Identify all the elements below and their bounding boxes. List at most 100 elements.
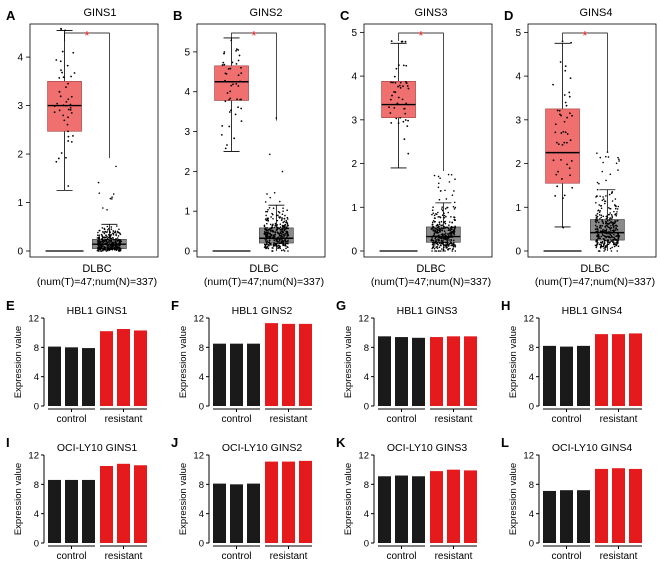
normal-point (432, 206, 434, 209)
normal-point (266, 240, 268, 243)
panel-letter: K (336, 435, 346, 450)
normal-point (280, 233, 283, 235)
y-tick-label: 4 (529, 372, 534, 383)
normal-point (602, 221, 604, 223)
normal-point (282, 249, 285, 251)
normal-point (610, 239, 612, 241)
boxplot-panel-c: C GINS3 0 1 2 3 4 5 * DLBC(num(T)=47;num(N)=337) (340, 7, 493, 288)
normal-point (444, 222, 447, 225)
barchart-panel-k: K OCI-LY10 GINS3 0 4 8 12 Expression value cont… (336, 435, 477, 562)
normal-point (101, 237, 103, 240)
y-tick-label: 0 (364, 402, 369, 413)
tumor-point (390, 122, 393, 124)
normal-point (453, 216, 455, 218)
normal-point (437, 239, 439, 241)
normal-point (266, 245, 268, 248)
normal-point (598, 182, 600, 185)
normal-point (115, 234, 117, 237)
normal-point (444, 232, 447, 234)
x-category-label: resistant (105, 414, 143, 425)
normal-point (286, 209, 289, 212)
tumor-point (393, 91, 395, 93)
x-category-label: control (551, 551, 581, 562)
y-tick-label: 0 (199, 402, 204, 413)
normal-point (437, 182, 440, 185)
tumor-point (235, 48, 238, 51)
normal-point (609, 207, 611, 210)
normal-point (265, 235, 267, 237)
normal-point (435, 250, 438, 252)
control-bar (412, 476, 425, 543)
normal-point (610, 229, 612, 232)
normal-point (437, 235, 440, 237)
normal-point (264, 245, 267, 248)
significance-asterisk: * (418, 28, 423, 43)
normal-point (447, 173, 450, 176)
y-tick-label: 12 (523, 451, 534, 462)
tumor-point (404, 40, 407, 43)
normal-point (271, 250, 274, 252)
normal-point (264, 227, 267, 229)
normal-point (115, 233, 117, 235)
normal-point (109, 197, 112, 200)
tumor-point (70, 75, 72, 78)
normal-point (265, 229, 268, 232)
normal-point (119, 243, 122, 246)
tumor-point (224, 147, 227, 150)
resistant-bar (612, 468, 625, 543)
normal-point (274, 224, 277, 226)
normal-point (285, 247, 287, 250)
normal-point (605, 228, 608, 230)
x-axis-label: DLBC (416, 263, 445, 275)
tumor-point (235, 50, 237, 52)
tumor-point (407, 119, 409, 122)
normal-point (444, 227, 447, 229)
barchart-panel-j: J OCI-LY10 GINS2 0 4 8 12 Expression value cont… (171, 435, 312, 562)
normal-point (605, 217, 608, 220)
normal-point (445, 242, 447, 244)
normal-point (282, 240, 285, 243)
normal-point (98, 229, 101, 232)
resistant-bar (265, 461, 278, 543)
normal-point (595, 218, 597, 221)
normal-point (603, 250, 605, 252)
normal-point (264, 233, 267, 235)
normal-point (596, 188, 599, 191)
panel-title: GINS4 (579, 7, 612, 19)
significance-asterisk: * (251, 28, 256, 43)
panel-title: OCI-LY10 GINS1 (57, 442, 137, 454)
tumor-point (237, 74, 240, 77)
normal-point (272, 207, 275, 210)
normal-point (280, 238, 282, 241)
y-tick-label: 0 (515, 247, 521, 258)
normal-point (453, 233, 456, 236)
normal-point (595, 230, 598, 233)
tumor-point (561, 40, 564, 43)
x-category-label: resistant (600, 551, 638, 562)
normal-point (454, 250, 457, 252)
normal-point (433, 174, 436, 177)
normal-point (277, 244, 280, 247)
normal-point (271, 226, 274, 229)
normal-point (434, 250, 436, 252)
resistant-bar (299, 323, 312, 406)
normal-point (278, 227, 281, 230)
control-group-bracket (48, 408, 95, 412)
normal-point (607, 156, 610, 158)
y-tick-label: 2 (351, 159, 357, 170)
normal-point (265, 238, 267, 241)
tumor-point (57, 157, 60, 160)
tumor-point (237, 85, 240, 87)
normal-point (610, 218, 613, 220)
normal-point (431, 250, 433, 252)
normal-point (439, 216, 442, 219)
normal-point (616, 239, 618, 242)
normal-point (102, 243, 105, 246)
panel-title: HBL1 GINS4 (562, 305, 623, 317)
normal-point (596, 195, 598, 197)
normal-point (443, 212, 445, 215)
normal-point (431, 246, 434, 249)
barchart-panel-g: G HBL1 GINS3 0 4 8 12 Expression value control r… (336, 298, 477, 425)
tumor-point (229, 67, 232, 70)
